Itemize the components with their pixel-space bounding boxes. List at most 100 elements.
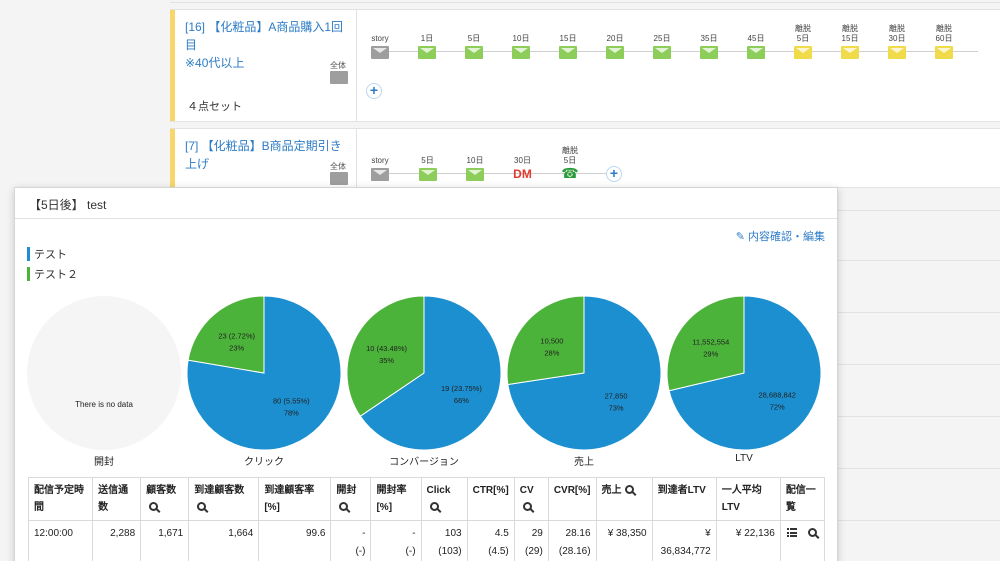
phone-icon[interactable]: ☎ — [561, 165, 579, 181]
search-icon[interactable] — [624, 485, 634, 494]
col-header[interactable]: 到達顧客数 — [188, 477, 260, 521]
search-icon[interactable] — [429, 502, 439, 511]
col-header[interactable]: Click — [420, 477, 468, 521]
step-timeline: story 5日 10日 30日 DM 離脱 5日 ☎ — [365, 129, 1000, 187]
col-header[interactable]: 開封 — [330, 477, 372, 521]
step-node[interactable]: 25日 — [647, 24, 677, 59]
mail-icon[interactable] — [606, 46, 624, 59]
pie-svg: 19 (23.75%) 66% 10 (43.48%) 35% — [346, 295, 502, 451]
search-icon[interactable] — [522, 502, 532, 511]
mail-icon[interactable] — [330, 71, 348, 84]
step-node[interactable]: 35日 — [694, 24, 724, 59]
step-node[interactable]: 5日 — [459, 24, 489, 59]
cell-avg-ltv: ¥ 22,136 — [715, 520, 781, 561]
pie-slice[interactable] — [668, 295, 822, 451]
mail-icon[interactable] — [371, 46, 389, 59]
pie-title: クリック — [244, 457, 284, 468]
search-icon[interactable] — [197, 502, 207, 511]
scenario-stripe — [170, 129, 175, 187]
scenario-title-link[interactable]: [16] 【化粧品】A商品購入1回目 — [185, 20, 344, 52]
mail-icon[interactable] — [747, 46, 765, 59]
step-node[interactable]: 45日 — [741, 24, 771, 59]
step-node[interactable]: 15日 — [553, 24, 583, 59]
chart-legend: テスト テスト２ — [27, 244, 78, 284]
pie-slice[interactable] — [187, 295, 265, 374]
mail-icon[interactable] — [330, 172, 348, 185]
pie-slice[interactable] — [666, 295, 745, 392]
mail-icon[interactable] — [559, 46, 577, 59]
cell-reached: 1,664 — [188, 520, 260, 561]
cell-list — [779, 520, 826, 561]
legend-swatch — [27, 247, 30, 261]
legend-label: テスト — [34, 249, 67, 261]
slice-value-label: 10 (43.48%) — [366, 344, 407, 353]
step-node[interactable]: 10日 — [460, 146, 490, 181]
step-node[interactable]: 10日 — [506, 24, 536, 59]
dm-icon[interactable]: DM — [513, 167, 532, 181]
mail-icon[interactable] — [418, 168, 437, 181]
mail-icon[interactable] — [700, 46, 718, 59]
no-data-text: There is no data — [75, 400, 133, 409]
pie-slice[interactable] — [506, 295, 585, 386]
add-step-button[interactable]: + — [366, 83, 382, 99]
step-node[interactable]: story — [365, 24, 395, 59]
mail-icon[interactable] — [465, 46, 483, 59]
mail-icon[interactable] — [418, 46, 436, 59]
list-icon[interactable] — [787, 528, 798, 537]
scenario-row: [16] 【化粧品】A商品購入1回目 ※40代以上 全体 ４点セット story… — [170, 9, 1000, 122]
mail-icon[interactable] — [512, 46, 530, 59]
step-node[interactable]: 離脱 30日 — [882, 24, 912, 59]
mail-icon[interactable] — [841, 46, 859, 59]
pie-title: コンバージョン — [389, 457, 459, 468]
search-icon[interactable] — [339, 502, 349, 511]
step-label: 離脱 30日 — [888, 24, 906, 43]
mail-icon[interactable] — [653, 46, 671, 59]
search-icon[interactable] — [808, 528, 818, 537]
cell-sales: ¥ 38,350 — [595, 520, 653, 561]
cell-click: 103 (103) — [420, 520, 468, 561]
col-header[interactable]: CV — [513, 477, 549, 521]
step-label: 離脱 60日 — [935, 24, 953, 43]
col-header[interactable]: 売上 — [595, 477, 653, 521]
edit-content-link[interactable]: ✎ 内容確認・編集 — [736, 228, 825, 244]
pie-title: LTV — [735, 453, 753, 464]
search-icon[interactable] — [149, 502, 159, 511]
pie-chart: 27,850 73% 10,500 28% 売上 — [505, 294, 663, 468]
step-label: 5日 — [467, 34, 481, 43]
pie-slice[interactable] — [359, 295, 502, 451]
step-label: story — [371, 156, 389, 165]
step-node[interactable]: 1日 — [412, 24, 442, 59]
step-node[interactable]: 離脱 5日 — [788, 24, 818, 59]
step-node[interactable]: 離脱 15日 — [835, 24, 865, 59]
pie-slice[interactable] — [186, 295, 342, 451]
step-node[interactable]: 5日 — [413, 146, 443, 181]
add-step-button[interactable]: + — [606, 166, 622, 182]
scenario-stripe — [170, 10, 175, 121]
step-node[interactable]: 離脱 5日 ☎ — [555, 146, 585, 180]
step-node[interactable]: 30日 DM — [508, 146, 538, 181]
scenario-title-sub[interactable]: ※40代以上 — [185, 56, 245, 70]
legend-item: テスト — [27, 244, 78, 264]
step-node[interactable]: 20日 — [600, 24, 630, 59]
step-label: 20日 — [606, 34, 624, 43]
cell-sent: 2,288 — [92, 520, 142, 561]
pie-slice[interactable] — [346, 295, 425, 417]
slice-value-label: 19 (23.75%) — [441, 384, 482, 393]
pencil-icon: ✎ — [735, 231, 745, 243]
pie-svg: There is no data — [27, 296, 181, 450]
pie-svg: 80 (5.55%) 78% 23 (2.72%) 23% — [186, 295, 342, 451]
slice-percent-label: 23% — [229, 344, 244, 353]
scenario-title-link[interactable]: [7] 【化粧品】B商品定期引き上げ — [185, 139, 342, 171]
mail-icon[interactable] — [935, 46, 953, 59]
step-node[interactable]: 離脱 60日 — [929, 24, 959, 59]
mail-icon[interactable] — [794, 46, 812, 59]
mail-icon[interactable] — [888, 46, 906, 59]
col-header: 配信一覧 — [779, 477, 826, 521]
col-header[interactable]: 顧客数 — [140, 477, 190, 521]
step-node[interactable]: story — [365, 146, 395, 181]
mail-icon[interactable] — [371, 168, 389, 181]
col-header: 開封率[%] — [370, 477, 422, 521]
step-label: 10日 — [512, 34, 530, 43]
mail-icon[interactable] — [466, 168, 484, 181]
cell-open: - (-) — [330, 520, 372, 561]
